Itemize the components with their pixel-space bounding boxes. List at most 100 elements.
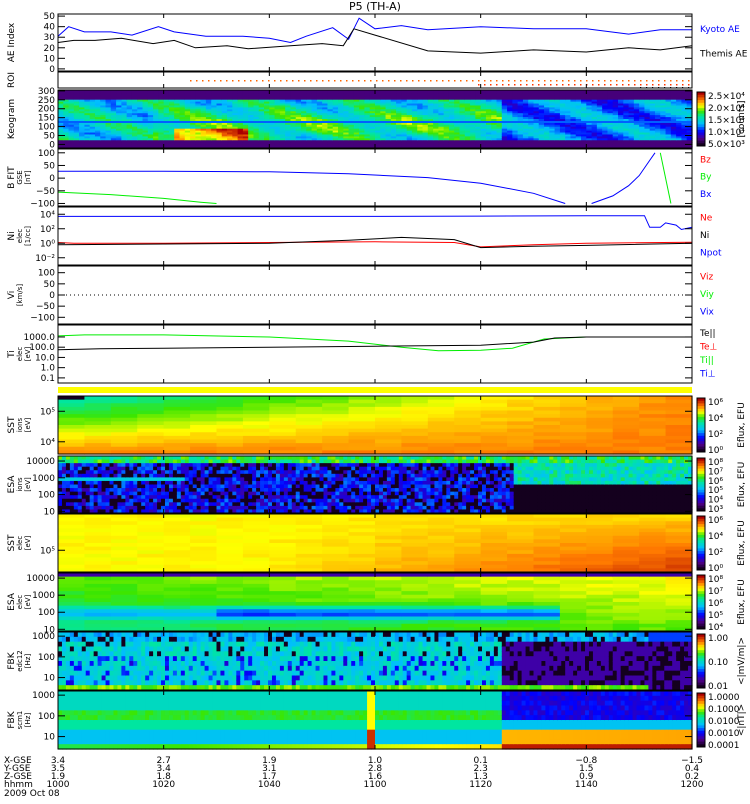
spectrogram-cell	[252, 463, 257, 467]
spectrogram-cell	[102, 506, 107, 510]
spectrogram-cell	[428, 429, 455, 433]
spectrogram-cell	[248, 502, 253, 506]
spectrogram-cell	[248, 485, 253, 489]
spectrogram-cell	[304, 485, 309, 489]
spectrogram-cell	[66, 488, 71, 492]
spectrogram-cell	[560, 403, 587, 407]
spectrogram-cell	[232, 474, 237, 478]
spectrogram-cell	[209, 502, 214, 506]
spectrogram-cell	[322, 432, 349, 436]
spectrogram-cell	[507, 432, 534, 436]
spectrogram-cell	[113, 470, 118, 474]
spectrogram-cell	[157, 460, 162, 464]
spectrogram-cell	[349, 432, 376, 436]
spectrogram-cell	[169, 460, 174, 464]
spectrogram-cell	[248, 474, 253, 478]
spectrogram-cell	[213, 456, 218, 460]
spectrogram-cell	[111, 421, 138, 425]
spectrogram-cell	[185, 499, 190, 503]
spectrogram-cell	[243, 400, 270, 404]
spectrogram-cell	[157, 481, 162, 485]
spectrogram-cell	[217, 488, 222, 492]
spectrogram-cell	[62, 492, 67, 496]
spectrogram-cell	[74, 470, 79, 474]
spectrogram-cell	[86, 485, 91, 489]
spectrogram-cell	[149, 481, 154, 485]
spectrogram-cell	[205, 488, 210, 492]
spectrogram-cell	[90, 477, 95, 481]
spectrogram-cell	[248, 492, 253, 496]
spectrogram-cell	[666, 407, 693, 411]
spectrogram-cell	[300, 477, 305, 481]
spectrogram-cell	[264, 477, 269, 481]
spectrogram-cell	[276, 485, 281, 489]
spectrogram-cell	[256, 506, 261, 510]
spectrogram-cell	[129, 467, 134, 471]
spectrogram-cell	[86, 474, 91, 478]
spectrogram-cell	[74, 460, 79, 464]
spectrogram-cell	[401, 400, 428, 404]
spectrogram-cell	[349, 425, 376, 429]
spectrogram-cell	[228, 463, 233, 467]
mode-bar	[58, 387, 692, 393]
spectrogram-cell	[164, 403, 191, 407]
spectrogram-cell	[82, 488, 87, 492]
spectrogram-cell	[190, 400, 217, 404]
spectrogram-cell	[185, 495, 190, 499]
spectrogram-cell	[296, 421, 323, 425]
spectrogram-cell	[296, 436, 323, 440]
spectrogram-cell	[209, 495, 214, 499]
spectrogram-cell	[157, 495, 162, 499]
spectrogram-cell	[586, 425, 613, 429]
spectrogram-cell	[161, 467, 166, 471]
spectrogram-cell	[189, 456, 194, 460]
spectrogram-cell	[268, 492, 273, 496]
spectrogram-cell	[90, 456, 95, 460]
spectrogram-cell	[284, 467, 289, 471]
spectrogram-cell	[292, 488, 297, 492]
spectrogram-cell	[145, 495, 150, 499]
spectrogram-cell	[296, 418, 323, 422]
spectrogram-cell	[78, 460, 83, 464]
spectrogram-cell	[111, 418, 138, 422]
spectrogram-cell	[141, 481, 146, 485]
spectrogram-cell	[217, 443, 244, 447]
spectrogram-cell	[173, 456, 178, 460]
spectrogram-cell	[507, 400, 534, 404]
spectrogram-cell	[98, 481, 103, 485]
spectrogram-cell	[272, 470, 277, 474]
spectrogram-cell	[213, 502, 218, 506]
spectrogram-cell	[78, 502, 83, 506]
spectrogram-cell	[141, 492, 146, 496]
spectrogram-cell	[197, 495, 202, 499]
spectrogram-cell	[252, 502, 257, 506]
spectrogram-cell	[98, 470, 103, 474]
spectrogram-cell	[296, 425, 323, 429]
spectrogram-cell	[84, 418, 111, 422]
spectrogram-cell	[157, 485, 162, 489]
spectrogram-cell	[236, 492, 241, 496]
spectrogram-cell	[137, 447, 164, 451]
spectrogram-cell	[121, 506, 126, 510]
spectrogram-cell	[284, 481, 289, 485]
spectrogram-cell	[228, 477, 233, 481]
spectrogram-cell	[232, 499, 237, 503]
spectrogram-cell	[74, 474, 79, 478]
spectrogram-cell	[94, 463, 99, 467]
spectrogram-cell	[304, 456, 309, 460]
spectrogram-cell	[165, 460, 170, 464]
spectrogram-cell	[256, 495, 261, 499]
spectrogram-cell	[201, 463, 206, 467]
spectrogram-cell	[244, 492, 249, 496]
spectrogram-cell	[82, 502, 87, 506]
spectrogram-cell	[268, 485, 273, 489]
spectrogram-cell	[106, 460, 111, 464]
spectrogram-cell	[133, 481, 138, 485]
spectrogram-cell	[240, 456, 245, 460]
spectrogram-cell	[161, 463, 166, 467]
spectrogram-cell	[125, 460, 130, 464]
spectrogram-cell	[90, 502, 95, 506]
spectrogram-cell	[181, 502, 186, 506]
spectrogram-cell	[224, 506, 229, 510]
